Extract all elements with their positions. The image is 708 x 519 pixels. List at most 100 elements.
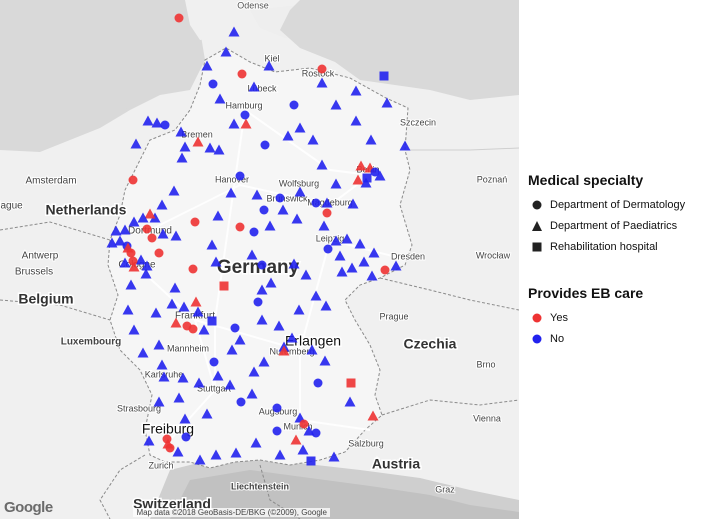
map-marker-square-no[interactable] xyxy=(207,316,217,326)
map-marker-circle-no[interactable] xyxy=(253,297,263,307)
map-marker-circle-yes[interactable] xyxy=(188,324,198,334)
map-marker-triangle-yes[interactable] xyxy=(355,160,367,171)
map-marker-triangle-no[interactable] xyxy=(142,115,154,126)
map-marker-square-yes[interactable] xyxy=(219,281,229,291)
map-marker-triangle-yes[interactable] xyxy=(240,118,252,129)
map-marker-triangle-no[interactable] xyxy=(125,279,137,290)
map-marker-circle-no[interactable] xyxy=(275,193,285,203)
map-marker-triangle-no[interactable] xyxy=(169,282,181,293)
map-marker-triangle-no[interactable] xyxy=(177,372,189,383)
map-marker-triangle-no[interactable] xyxy=(225,187,237,198)
map-marker-circle-no[interactable] xyxy=(289,100,299,110)
map-marker-triangle-no[interactable] xyxy=(346,262,358,273)
map-marker-triangle-no[interactable] xyxy=(141,260,153,271)
germany-map[interactable]: Odense Kiel Rostock Lübeck Szczecin Hamburg Br… xyxy=(0,0,519,519)
map-marker-triangle-no[interactable] xyxy=(173,392,185,403)
map-marker-triangle-no[interactable] xyxy=(157,228,169,239)
map-marker-triangle-no[interactable] xyxy=(274,449,286,460)
map-marker-triangle-no[interactable] xyxy=(226,344,238,355)
map-marker-triangle-no[interactable] xyxy=(212,370,224,381)
map-marker-triangle-no[interactable] xyxy=(214,93,226,104)
map-marker-circle-no[interactable] xyxy=(257,260,267,270)
map-marker-triangle-no[interactable] xyxy=(294,186,306,197)
map-marker-circle-yes[interactable] xyxy=(128,175,138,185)
map-marker-triangle-no[interactable] xyxy=(368,247,380,258)
map-marker-circle-yes[interactable] xyxy=(299,419,309,429)
map-marker-triangle-no[interactable] xyxy=(248,366,260,377)
map-marker-triangle-no[interactable] xyxy=(143,435,155,446)
map-marker-triangle-no[interactable] xyxy=(374,170,386,181)
map-marker-triangle-no[interactable] xyxy=(106,237,118,248)
map-marker-triangle-yes[interactable] xyxy=(128,261,140,272)
map-marker-triangle-no[interactable] xyxy=(204,142,216,153)
map-marker-triangle-no[interactable] xyxy=(330,235,342,246)
map-marker-circle-yes[interactable] xyxy=(322,208,332,218)
map-marker-circle-no[interactable] xyxy=(313,378,323,388)
map-marker-triangle-no[interactable] xyxy=(248,81,260,92)
map-marker-triangle-no[interactable] xyxy=(176,152,188,163)
map-marker-triangle-yes[interactable] xyxy=(278,345,290,356)
map-marker-triangle-no[interactable] xyxy=(350,115,362,126)
map-marker-triangle-no[interactable] xyxy=(330,99,342,110)
map-marker-triangle-no[interactable] xyxy=(137,347,149,358)
map-marker-triangle-no[interactable] xyxy=(256,314,268,325)
map-marker-triangle-no[interactable] xyxy=(390,260,402,271)
map-marker-triangle-no[interactable] xyxy=(206,239,218,250)
map-marker-triangle-no[interactable] xyxy=(399,140,411,151)
map-marker-square-yes[interactable] xyxy=(346,378,356,388)
map-marker-triangle-no[interactable] xyxy=(256,284,268,295)
map-marker-triangle-no[interactable] xyxy=(212,210,224,221)
map-marker-triangle-no[interactable] xyxy=(306,344,318,355)
map-marker-triangle-no[interactable] xyxy=(158,371,170,382)
map-marker-triangle-no[interactable] xyxy=(210,256,222,267)
map-marker-triangle-no[interactable] xyxy=(192,306,204,317)
map-marker-triangle-no[interactable] xyxy=(320,300,332,311)
map-marker-triangle-no[interactable] xyxy=(354,238,366,249)
map-marker-circle-no[interactable] xyxy=(240,110,250,120)
map-marker-triangle-no[interactable] xyxy=(175,126,187,137)
map-marker-square-no[interactable] xyxy=(306,456,316,466)
map-marker-triangle-no[interactable] xyxy=(153,396,165,407)
map-marker-triangle-no[interactable] xyxy=(286,332,298,343)
map-marker-circle-no[interactable] xyxy=(311,198,321,208)
map-marker-circle-yes[interactable] xyxy=(380,265,390,275)
map-marker-triangle-yes[interactable] xyxy=(290,434,302,445)
map-marker-triangle-no[interactable] xyxy=(330,178,342,189)
map-marker-circle-yes[interactable] xyxy=(142,224,152,234)
map-marker-triangle-no[interactable] xyxy=(282,130,294,141)
map-marker-triangle-no[interactable] xyxy=(119,224,131,235)
map-marker-triangle-yes[interactable] xyxy=(367,410,379,421)
map-marker-circle-no[interactable] xyxy=(370,167,380,177)
map-marker-triangle-no[interactable] xyxy=(336,266,348,277)
map-marker-triangle-no[interactable] xyxy=(122,304,134,315)
map-marker-triangle-no[interactable] xyxy=(201,60,213,71)
map-marker-circle-yes[interactable] xyxy=(128,256,138,266)
map-marker-triangle-no[interactable] xyxy=(265,277,277,288)
map-marker-triangle-no[interactable] xyxy=(140,268,152,279)
map-marker-triangle-no[interactable] xyxy=(179,141,191,152)
map-marker-circle-no[interactable] xyxy=(249,227,259,237)
map-marker-triangle-no[interactable] xyxy=(128,216,140,227)
map-marker-triangle-yes[interactable] xyxy=(144,208,156,219)
map-marker-triangle-no[interactable] xyxy=(293,304,305,315)
map-marker-triangle-no[interactable] xyxy=(344,396,356,407)
map-marker-circle-yes[interactable] xyxy=(188,264,198,274)
map-marker-circle-yes[interactable] xyxy=(237,69,247,79)
map-marker-circle-yes[interactable] xyxy=(235,222,245,232)
map-marker-triangle-no[interactable] xyxy=(358,256,370,267)
map-marker-triangle-no[interactable] xyxy=(224,379,236,390)
map-marker-square-no[interactable] xyxy=(379,71,389,81)
map-marker-circle-yes[interactable] xyxy=(317,64,327,74)
map-marker-triangle-no[interactable] xyxy=(170,230,182,241)
map-marker-triangle-no[interactable] xyxy=(156,359,168,370)
map-marker-circle-no[interactable] xyxy=(208,79,218,89)
map-marker-circle-yes[interactable] xyxy=(190,217,200,227)
map-marker-triangle-no[interactable] xyxy=(310,290,322,301)
map-marker-triangle-no[interactable] xyxy=(151,117,163,128)
map-marker-triangle-no[interactable] xyxy=(178,301,190,312)
map-marker-triangle-no[interactable] xyxy=(168,185,180,196)
map-marker-triangle-no[interactable] xyxy=(194,454,206,465)
map-marker-triangle-no[interactable] xyxy=(291,213,303,224)
map-marker-triangle-yes[interactable] xyxy=(170,317,182,328)
map-marker-triangle-no[interactable] xyxy=(341,233,353,244)
